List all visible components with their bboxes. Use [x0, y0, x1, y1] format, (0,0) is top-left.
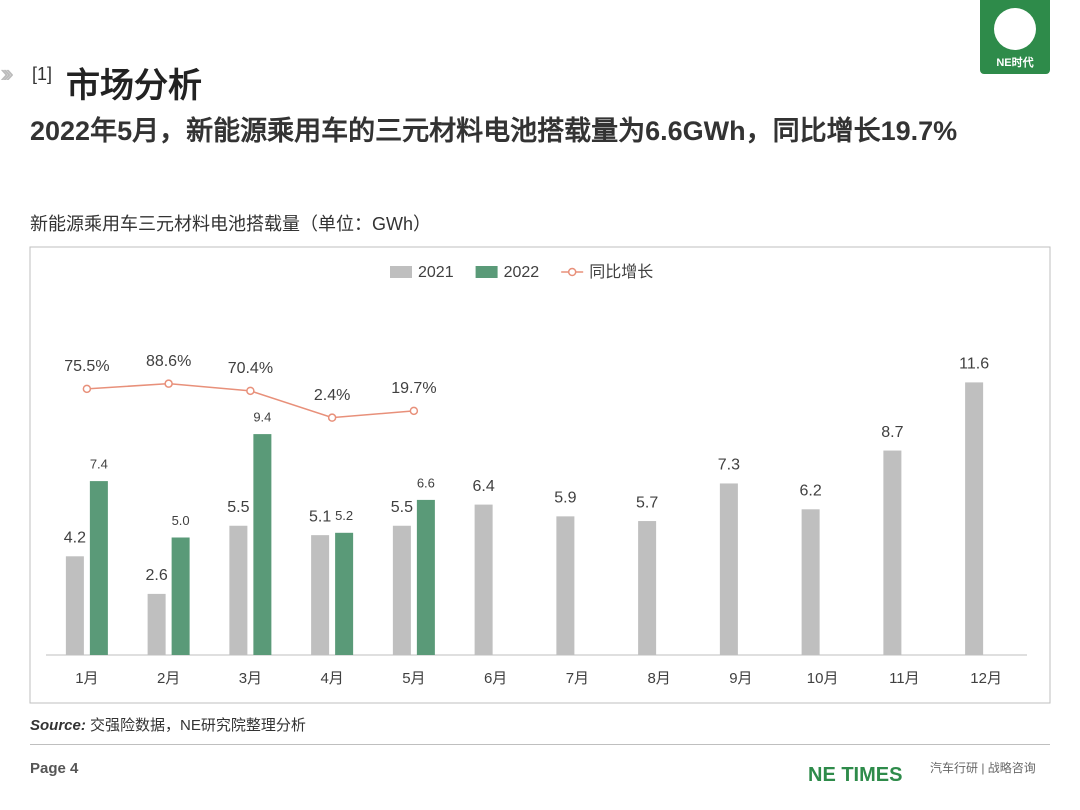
x-tick-label: 11月: [889, 670, 920, 687]
data-label: 4.2: [64, 530, 86, 547]
data-label: 5.0: [172, 513, 190, 528]
headline: 2022年5月，新能源乘用车的三元材料电池搭载量为6.6GWh，同比增长19.7…: [30, 116, 958, 146]
data-label: 6.6: [417, 475, 435, 490]
data-label: 70.4%: [228, 360, 273, 377]
logo: NE时代: [980, 0, 1050, 74]
source-label: Source:: [30, 717, 86, 734]
bar: [171, 537, 190, 655]
bar: [229, 525, 248, 655]
legend-label: 2021: [418, 264, 454, 281]
line-marker: [327, 413, 337, 422]
brand: NE TIMES: [808, 764, 903, 786]
x-tick-label: 12月: [970, 670, 1002, 687]
data-label: 5.5: [227, 499, 249, 516]
line-marker: [164, 379, 173, 388]
data-label: 6.2: [800, 483, 822, 500]
x-tick-label: 6月: [484, 670, 507, 687]
bar: [883, 450, 902, 655]
x-tick-label: 3月: [239, 670, 262, 687]
bar: [719, 483, 738, 655]
bar: [65, 556, 84, 655]
legend-label: 2022: [504, 264, 540, 281]
data-label: 5.7: [636, 494, 658, 511]
footer-rule: [30, 744, 1050, 745]
source-text: 交强险数据，NE研究院整理分析: [90, 717, 306, 734]
bar: [147, 593, 166, 655]
bar: [311, 535, 330, 655]
data-label: 2.6: [146, 567, 168, 584]
data-label: 5.2: [335, 508, 353, 523]
x-tick-label: 7月: [566, 670, 589, 687]
x-tick-label: 5月: [402, 670, 425, 687]
legend-swatch: [567, 267, 577, 277]
legend-label: 同比增长: [589, 263, 653, 281]
bar: [392, 525, 411, 655]
data-label: 5.1: [309, 508, 331, 525]
x-tick-label: 1月: [75, 670, 98, 687]
bar: [474, 504, 493, 655]
logo-text: NE时代: [996, 57, 1034, 69]
tagline: 汽车行研 | 战略咨询: [930, 761, 1036, 775]
section-number: [1]: [32, 64, 53, 84]
data-label: 11.6: [959, 356, 989, 373]
x-tick-label: 2月: [157, 670, 180, 687]
data-label: 8.7: [881, 424, 903, 441]
x-tick-label: 9月: [729, 670, 752, 687]
bar: [416, 499, 435, 655]
data-label: 5.5: [391, 499, 413, 516]
chart-title: 新能源乘用车三元材料电池搭载量（单位：GWh）: [30, 214, 431, 234]
bar: [89, 481, 108, 655]
data-label: 5.9: [554, 490, 576, 507]
line-marker: [409, 406, 419, 416]
data-label: 19.7%: [391, 380, 436, 397]
bar: [556, 516, 575, 655]
bar: [253, 434, 272, 655]
data-label: 7.4: [90, 457, 108, 472]
bar: [965, 382, 984, 655]
x-tick-label: 10月: [807, 670, 839, 687]
data-label: 6.4: [473, 478, 495, 495]
data-label: 7.3: [718, 457, 740, 474]
x-tick-label: 4月: [320, 670, 343, 687]
source: Source: 交强险数据，NE研究院整理分析: [30, 714, 306, 735]
data-label: 9.4: [253, 410, 271, 425]
page-number: Page 4: [30, 760, 79, 777]
chart-frame: [29, 246, 1051, 704]
section-title: 市场分析: [66, 67, 202, 105]
line-marker: [82, 384, 92, 394]
legend-swatch: [475, 266, 498, 278]
line-marker: [246, 386, 255, 396]
bar: [801, 509, 820, 655]
data-label: 2.4%: [314, 387, 350, 404]
data-label: 88.6%: [146, 353, 191, 370]
bar: [638, 521, 657, 655]
legend-swatch: [390, 266, 412, 278]
data-label: 75.5%: [64, 358, 109, 375]
x-tick-label: 8月: [647, 670, 670, 687]
bar: [335, 532, 354, 655]
